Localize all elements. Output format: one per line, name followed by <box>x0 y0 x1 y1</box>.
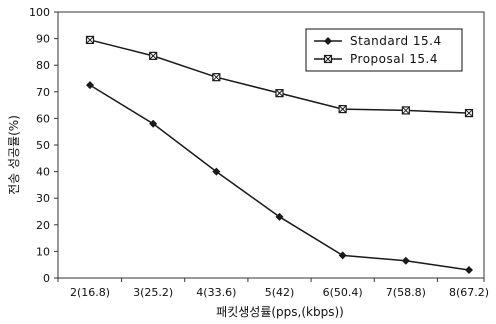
y-axis-title: 전송 성공률(%) <box>7 115 21 195</box>
y-tick-label: 80 <box>36 59 50 72</box>
y-tick-label: 60 <box>36 112 50 125</box>
series-line-standard-15-4 <box>89 84 470 271</box>
series-layer <box>85 35 474 275</box>
x-tick-label: 6(50.4) <box>323 286 363 299</box>
data-point-proposal-15-4 <box>212 73 221 82</box>
data-point-proposal-15-4 <box>275 89 284 98</box>
x-tick-label: 5(42) <box>265 286 295 299</box>
y-axis-ticks: 0 10 20 30 40 50 60 70 80 90 100 <box>29 6 58 285</box>
data-point-standard-15-4 <box>465 266 473 275</box>
data-point-proposal-15-4 <box>401 106 410 115</box>
legend-marker-square-cross-icon <box>323 54 333 64</box>
y-tick-label: 10 <box>36 245 50 258</box>
x-axis-ticks: 2(16.8) 3(25.2) 4(33.6) 5(42) 6(50.4) 7(58.8)… <box>57 278 489 299</box>
x-tick-label: 4(33.6) <box>196 286 236 299</box>
legend-marker-diamond-icon <box>324 37 332 45</box>
y-tick-label: 50 <box>36 139 50 152</box>
data-point-proposal-15-4 <box>464 108 474 118</box>
y-tick-label: 40 <box>36 166 50 179</box>
data-point-proposal-15-4 <box>338 104 347 114</box>
x-axis-title: 패킷생성률(pps,(kbps)) <box>216 305 344 319</box>
y-tick-label: 90 <box>36 33 50 46</box>
y-tick-label: 70 <box>36 86 50 99</box>
x-tick-label: 3(25.2) <box>133 286 173 299</box>
y-tick-label: 20 <box>36 219 50 232</box>
data-point-standard-15-4 <box>149 119 158 128</box>
data-point-standard-15-4 <box>338 251 347 260</box>
y-tick-label: 0 <box>43 272 50 285</box>
data-point-standard-15-4 <box>212 167 221 176</box>
data-point-standard-15-4 <box>401 256 410 265</box>
data-point-standard-15-4 <box>86 81 94 90</box>
x-tick-label: 7(58.8) <box>386 286 426 299</box>
y-tick-label: 100 <box>29 6 50 19</box>
x-tick-label: 2(16.8) <box>70 286 110 299</box>
legend-label-proposal: Proposal 15.4 <box>350 52 438 66</box>
legend: Standard 15.4 Proposal 15.4 <box>305 28 463 72</box>
data-point-proposal-15-4 <box>85 35 95 45</box>
data-point-standard-15-4 <box>275 212 284 221</box>
legend-box <box>305 28 463 72</box>
data-point-proposal-15-4 <box>149 51 158 60</box>
x-tick-label: 8(67.2) <box>449 286 489 299</box>
y-tick-label: 30 <box>36 192 50 205</box>
legend-label-standard: Standard 15.4 <box>350 34 442 48</box>
